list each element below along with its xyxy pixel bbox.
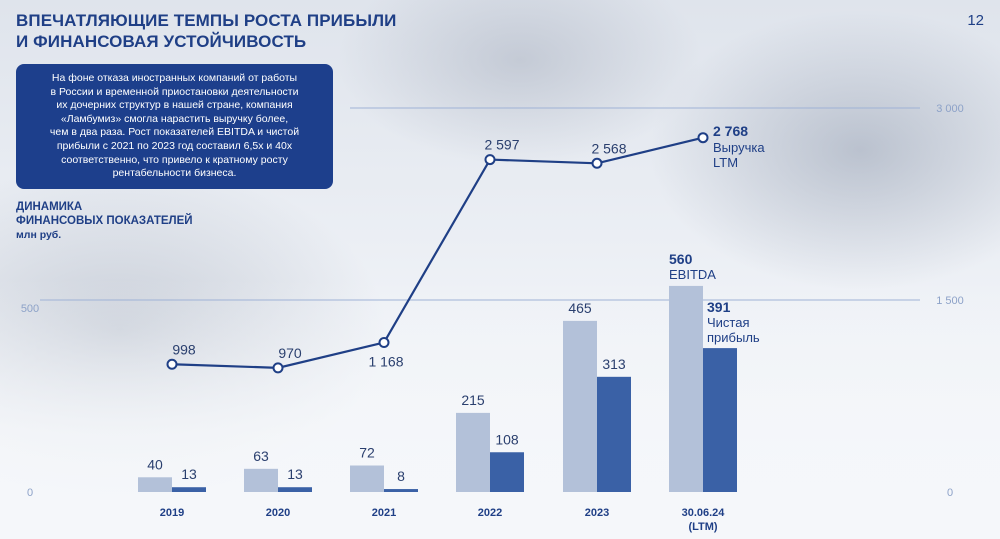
revenue-point [591, 157, 603, 169]
ebitda-value-label: 465 [568, 300, 592, 316]
info-line: в России и временной приостановки деятел… [50, 85, 299, 98]
revenue-value-label: 998 [172, 341, 196, 357]
left-axis-tick-label: 500 [21, 303, 39, 315]
page-title-line-2: И ФИНАНСОВАЯ УСТОЙЧИВОСТЬ [16, 32, 307, 51]
net-profit-bar [490, 452, 524, 492]
ebitda-value-label: 40 [147, 456, 163, 472]
ebitda-bar [138, 477, 172, 492]
net-profit-value-label: 13 [287, 466, 303, 482]
revenue-value-label: 2 597 [484, 137, 519, 153]
chart-heading-line-2: ФИНАНСОВЫХ ПОКАЗАТЕЛЕЙ [16, 215, 193, 227]
revenue-value-label: 2 568 [591, 140, 626, 156]
ebitda-bar [563, 320, 597, 492]
x-tick-label: 30.06.24 [682, 507, 726, 519]
right-axis-tick-label: 3 000 [936, 103, 964, 115]
net-profit-bar [172, 487, 206, 492]
x-tick-label: 2021 [372, 507, 396, 519]
info-line: «Ламбумиз» смогла нарастить выручку боле… [60, 112, 289, 125]
page-number: 12 [967, 12, 984, 29]
chart-unit: млн руб. [16, 229, 62, 241]
net-profit-last-value: 391 [707, 299, 731, 315]
net-profit-bar [384, 489, 418, 492]
net-profit-value-label: 108 [495, 431, 519, 447]
page-title: ВПЕЧАТЛЯЮЩИЕ ТЕМПЫ РОСТА ПРИБЫЛИ И ФИНАН… [16, 10, 396, 52]
revenue-last-value: 2 768 [713, 123, 748, 139]
net-profit-bar [278, 487, 312, 492]
revenue-value-label: 970 [278, 345, 302, 361]
ebitda-bar [244, 468, 278, 492]
left-axis-tick-label: 0 [27, 487, 33, 499]
net-profit-bar [597, 376, 631, 492]
ebitda-value-label: 215 [461, 392, 485, 408]
x-tick-label: 2022 [478, 507, 502, 519]
page-title-line-1: ВПЕЧАТЛЯЮЩИЕ ТЕМПЫ РОСТА ПРИБЫЛИ [16, 11, 397, 30]
info-line: чем в два раза. Рост показателей EBITDA … [49, 126, 300, 139]
info-line: их дочерних структур в нашей стране, ком… [56, 99, 293, 112]
net-profit-bar [703, 348, 737, 492]
net-profit-value-label: 13 [181, 466, 197, 482]
chart-heading: ДИНАМИКА ФИНАНСОВЫХ ПОКАЗАТЕЛЕЙ млн руб. [16, 200, 193, 243]
revenue-line [171, 136, 704, 369]
ebitda-value-label: 63 [253, 448, 269, 464]
ebitda-last-label: EBITDA [669, 267, 716, 282]
background-fade [0, 279, 1000, 539]
x-tick-label: 2023 [585, 507, 609, 519]
revenue-point [484, 154, 496, 166]
ebitda-last-value: 560 [669, 251, 693, 267]
ebitda-bar [350, 465, 384, 492]
info-box: На фоне отказа иностранных компаний от р… [16, 64, 333, 189]
x-tick-label: 2019 [160, 507, 184, 519]
x-tick-label: 2020 [266, 507, 290, 519]
info-line: соответственно, что привело к кратному р… [61, 153, 288, 166]
net-profit-last-label: прибыль [707, 330, 760, 345]
ebitda-bar [456, 412, 490, 492]
revenue-point [697, 132, 709, 144]
right-axis-tick-label: 0 [947, 487, 953, 499]
revenue-point [272, 362, 284, 374]
revenue-value-label: 1 168 [368, 353, 403, 369]
right-axis-tick-label: 1 500 [936, 295, 964, 307]
net-profit-value-label: 8 [397, 468, 405, 484]
ebitda-value-label: 72 [359, 445, 375, 461]
chart-heading-line-1: ДИНАМИКА [16, 201, 83, 213]
net-profit-value-label: 313 [602, 356, 626, 372]
x-tick-sublabel: (LTM) [688, 521, 717, 533]
revenue-point [378, 336, 390, 348]
info-line: рентабельности бизнеса. [112, 167, 237, 180]
info-line: На фоне отказа иностранных компаний от р… [51, 72, 298, 84]
revenue-point [166, 358, 178, 370]
revenue-last-label: Выручка [713, 140, 765, 155]
net-profit-last-label: Чистая [707, 315, 750, 330]
info-line: прибыли с 2021 по 2023 год составил 6,5х… [56, 139, 293, 152]
revenue-last-label: LTM [713, 155, 738, 170]
ebitda-bar [669, 285, 703, 492]
